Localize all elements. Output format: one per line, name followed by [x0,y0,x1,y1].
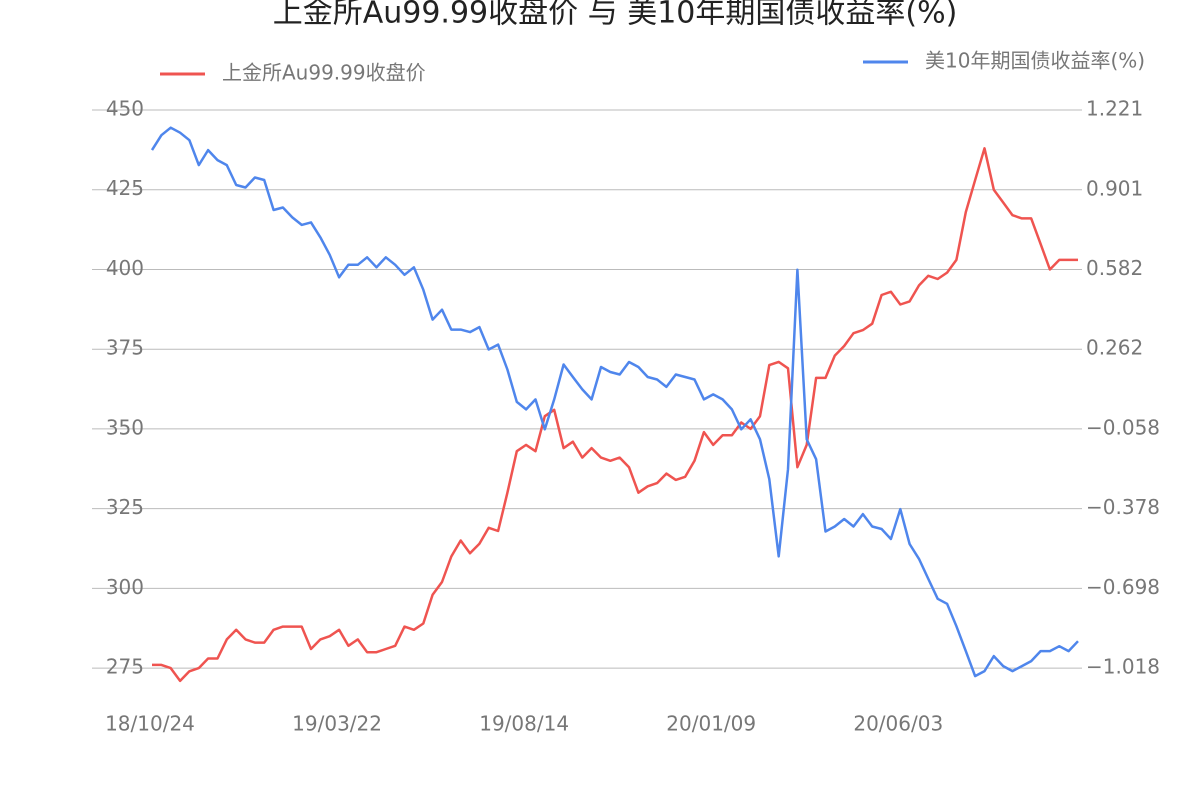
legend-label: 上金所Au99.99收盘价 [222,61,426,85]
series-line [152,147,1078,683]
y-tick-label: 275 [106,655,144,679]
y-tick-label: 350 [106,415,144,439]
x-tick-label: 20/06/03 [853,712,943,736]
x-tick-label: 18/10/24 [105,712,195,736]
x-tick-label: 20/01/09 [666,712,756,736]
y2-tick-label: 0.582 [1086,256,1143,280]
chart-title: 上金所Au99.99收盘价 与 美10年期国债收益率(%) [273,0,958,31]
y2-tick-label: 0.901 [1086,176,1143,200]
y2-tick-label: −0.698 [1086,575,1160,599]
y-tick-label: 325 [106,495,144,519]
y-tick-label: 375 [106,336,144,360]
y-tick-label: 450 [106,97,144,121]
x-tick-label: 19/03/22 [292,712,382,736]
y2-tick-label: −1.018 [1086,655,1160,679]
y-tick-label: 300 [106,575,144,599]
series-line [150,126,1079,678]
y2-tick-label: −0.058 [1086,415,1160,439]
y-tick-label: 400 [106,256,144,280]
x-tick-label: 19/08/14 [479,712,569,736]
y-tick-label: 425 [106,176,144,200]
y2-tick-label: 1.221 [1086,97,1143,121]
y2-tick-label: 0.262 [1086,336,1143,360]
legend-label: 美10年期国债收益率(%) [925,49,1145,73]
y2-tick-label: −0.378 [1086,495,1160,519]
